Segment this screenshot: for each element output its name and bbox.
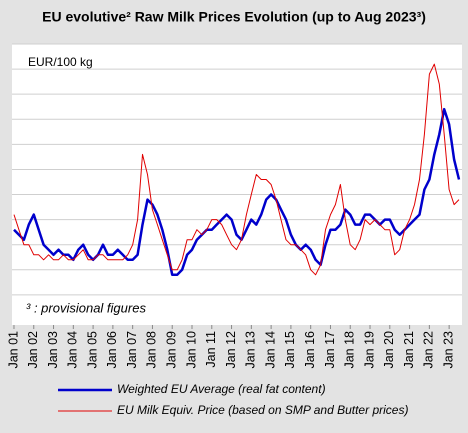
x-tick-label: Jan 17 xyxy=(323,331,337,369)
plot-area xyxy=(12,44,462,325)
x-tick-label: Jan 07 xyxy=(125,331,139,369)
x-tick-label: Jan 21 xyxy=(402,331,416,369)
chart-title: EU evolutive² Raw Milk Prices Evolution … xyxy=(42,9,426,25)
x-tick-label: Jan 08 xyxy=(145,331,159,369)
legend-label: EU Milk Equiv. Price (based on SMP and B… xyxy=(117,403,408,417)
x-tick-label: Jan 19 xyxy=(362,331,376,369)
x-tick-label: Jan 09 xyxy=(165,331,179,369)
x-tick-label: Jan 13 xyxy=(244,331,258,369)
annotation: ³ : provisional figures xyxy=(26,300,146,315)
x-tick-label: Jan 12 xyxy=(224,331,238,369)
x-tick-label: Jan 22 xyxy=(422,331,436,369)
x-tick-label: Jan 01 xyxy=(6,331,20,369)
x-tick-label: Jan 06 xyxy=(105,331,119,369)
x-tick-label: Jan 16 xyxy=(303,331,317,369)
x-tick-label: Jan 05 xyxy=(85,331,99,369)
series-line xyxy=(13,107,461,277)
x-tick-label: Jan 18 xyxy=(343,331,357,369)
x-tick-label: Jan 02 xyxy=(26,331,40,369)
x-tick-label: Jan 23 xyxy=(441,331,455,369)
x-tick-label: Jan 15 xyxy=(283,331,297,369)
series-line xyxy=(13,63,460,276)
x-tick-label: Jan 20 xyxy=(382,331,396,369)
legend-label: Weighted EU Average (real fat content) xyxy=(117,382,326,396)
x-tick-label: Jan 04 xyxy=(66,331,80,369)
y-axis-label: EUR/100 kg xyxy=(28,55,93,69)
x-tick-label: Jan 10 xyxy=(184,331,198,369)
x-tick-label: Jan 14 xyxy=(263,331,277,369)
x-tick-label: Jan 03 xyxy=(46,331,60,369)
x-tick-label: Jan 11 xyxy=(204,331,218,368)
